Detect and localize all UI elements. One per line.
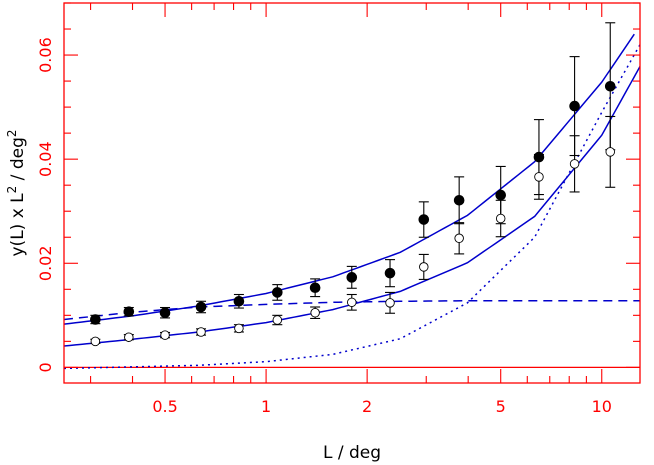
data-point xyxy=(384,267,396,279)
data-point xyxy=(160,330,170,340)
data-point xyxy=(385,298,395,308)
data-point xyxy=(272,315,283,325)
data-point xyxy=(419,262,429,272)
data-point xyxy=(196,327,206,337)
plot-frame xyxy=(63,2,641,384)
data-point xyxy=(495,189,507,201)
model-curve-dotted-3 xyxy=(64,44,640,370)
model-curves xyxy=(64,33,640,370)
y-tick-label: 0.02 xyxy=(36,245,55,281)
data-point xyxy=(310,307,320,318)
y-axis-label-tail: / deg xyxy=(8,137,28,186)
x-tick-label: 0.5 xyxy=(152,397,177,416)
x-axis-label: L / deg xyxy=(323,443,381,463)
x-tick-label: 2 xyxy=(362,397,372,416)
data-point xyxy=(569,159,580,169)
data-point xyxy=(90,336,101,347)
y-axis-label-main: y(L) x L xyxy=(8,193,28,257)
data-point xyxy=(234,323,244,334)
data-point xyxy=(454,233,464,244)
y-tick-label: 0.06 xyxy=(36,37,55,73)
data-point xyxy=(195,301,207,313)
x-tick-label: 10 xyxy=(592,397,612,416)
y-tick-label: 0.04 xyxy=(36,141,55,177)
data-point xyxy=(124,332,134,342)
data-point xyxy=(159,307,171,319)
data-point xyxy=(233,295,245,307)
x-tick-label: 1 xyxy=(261,397,271,416)
data-point xyxy=(346,272,358,283)
data-point xyxy=(534,172,544,182)
model-curve-dashed-2 xyxy=(64,300,640,321)
data-point xyxy=(569,100,580,112)
data-point xyxy=(495,213,506,224)
y-axis-label-sup: 2 xyxy=(5,186,19,194)
data-point xyxy=(604,80,616,92)
data-point xyxy=(453,194,465,206)
data-point xyxy=(309,282,321,294)
data-point xyxy=(90,314,101,325)
data-point xyxy=(418,214,430,225)
x-tick-label: 5 xyxy=(496,397,506,416)
y-axis-label-tail-sup: 2 xyxy=(5,130,19,138)
y-axis-label: y(L) x L2 / deg2 xyxy=(5,130,28,257)
data-point xyxy=(123,306,135,317)
series-open-circle xyxy=(90,115,616,347)
plot-area xyxy=(64,22,640,370)
data-point xyxy=(347,297,357,308)
y-tick-label: 0 xyxy=(36,362,55,372)
axis-ticks: 0.5 1 2 5 10 0 0.02 0.04 0.06 xyxy=(36,2,640,416)
data-point xyxy=(272,287,283,298)
data-point xyxy=(605,147,615,157)
